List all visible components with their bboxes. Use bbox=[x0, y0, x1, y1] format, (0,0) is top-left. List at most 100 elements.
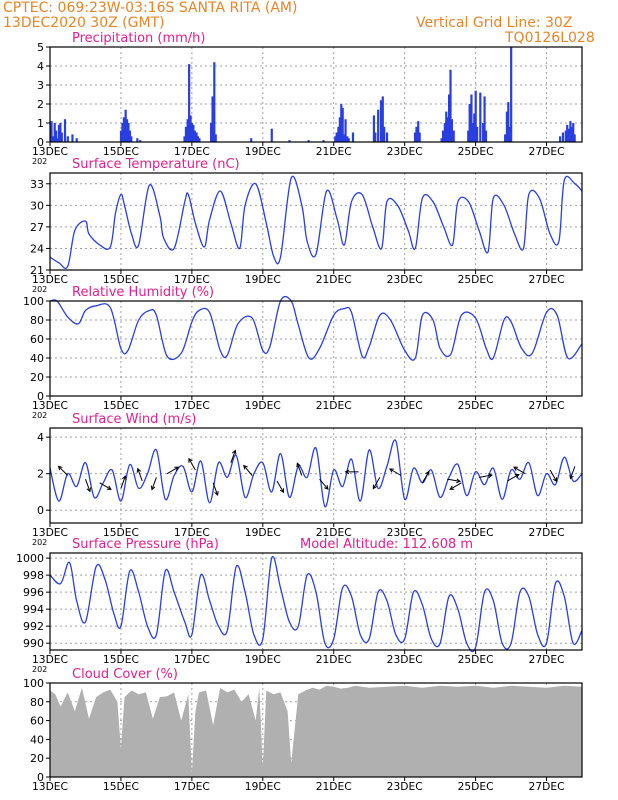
precip-bar bbox=[440, 138, 443, 142]
cloud-xtick-label: 21DEC bbox=[316, 780, 352, 793]
wind-arrow bbox=[99, 482, 112, 490]
precip-bar bbox=[57, 124, 61, 142]
wind-xtick-label: 13DEC bbox=[32, 526, 68, 539]
wind-arrow-head bbox=[323, 485, 329, 490]
precip-bar bbox=[473, 113, 476, 142]
cloud-ytick-label: 20 bbox=[30, 752, 44, 765]
wind-arrow bbox=[319, 478, 329, 490]
rh-panel bbox=[46, 295, 583, 400]
wind-arrow-head bbox=[188, 457, 193, 463]
precip-xtick-label: 15DEC bbox=[103, 145, 139, 158]
precip-bar bbox=[66, 136, 69, 142]
date-header: 13DEC2020 30Z (GMT) bbox=[3, 15, 165, 31]
temp-title: Surface Temperature (nC) bbox=[72, 157, 240, 172]
precip-bar bbox=[482, 123, 485, 142]
pres-frame bbox=[49, 552, 583, 651]
wind-xtick-label: 23DEC bbox=[387, 526, 423, 539]
precip-bar bbox=[504, 134, 507, 142]
wind-arrow-head bbox=[150, 485, 156, 491]
pres-xtick-label: 17DEC bbox=[174, 653, 210, 666]
model-code-label: TQ0126L028 bbox=[505, 30, 595, 46]
precip-ytick-label: 5 bbox=[37, 41, 44, 54]
precip-bar bbox=[270, 128, 273, 142]
precip-bar bbox=[505, 111, 509, 142]
precip-bar bbox=[184, 126, 188, 142]
precip-bar bbox=[338, 117, 341, 142]
wind-arrow-head bbox=[456, 478, 462, 484]
precip-bar bbox=[124, 109, 127, 142]
precip-xtick-label: 17DEC bbox=[174, 145, 210, 158]
pres-xtick-label: 27DEC bbox=[529, 653, 565, 666]
precip-bar bbox=[122, 117, 125, 142]
precip-bar bbox=[452, 130, 455, 142]
precip-bar bbox=[467, 130, 470, 142]
wind-arrow-head bbox=[57, 465, 63, 471]
precip-bar bbox=[567, 128, 571, 142]
precip-bar bbox=[448, 94, 451, 142]
temp-xtick-label: 27DEC bbox=[529, 273, 565, 286]
precip-frame bbox=[49, 46, 583, 143]
precip-bar bbox=[372, 115, 376, 142]
rh-xtick-label: 27DEC bbox=[529, 399, 565, 412]
precip-bar bbox=[484, 130, 488, 142]
pres-annotation: Model Altitude: 112.608 m bbox=[300, 537, 473, 552]
precip-bar bbox=[441, 130, 445, 142]
wind-arrow bbox=[549, 469, 558, 482]
precip-bar bbox=[351, 132, 355, 142]
temp-ytick-label: 30 bbox=[30, 199, 44, 212]
wind-arrow-head bbox=[344, 469, 350, 475]
pres-ytick-label: 992 bbox=[23, 620, 44, 633]
wind-arrow bbox=[84, 478, 91, 492]
cloud-xtick-label: 19DEC bbox=[245, 780, 281, 793]
cloud-ytick-label: 100 bbox=[23, 677, 44, 690]
precip-bar bbox=[214, 134, 217, 142]
wind-arrow bbox=[230, 450, 236, 463]
precip-bar bbox=[127, 123, 130, 142]
precip-year-label: 202 bbox=[32, 157, 47, 166]
wind-arrow-head bbox=[243, 464, 248, 470]
precip-bar bbox=[139, 140, 142, 142]
precip-title: Precipitation (mm/h) bbox=[72, 31, 205, 46]
cloud-title: Cloud Cover (%) bbox=[72, 667, 178, 682]
rh-ytick-label: 60 bbox=[30, 333, 44, 346]
wind-arrow-head bbox=[487, 473, 493, 478]
precip-bar bbox=[51, 136, 55, 142]
temp-xtick-label: 19DEC bbox=[245, 273, 281, 286]
wind-arrow bbox=[569, 466, 576, 479]
precip-bar bbox=[570, 126, 573, 142]
pres-ytick-label: 996 bbox=[23, 586, 44, 599]
precip-bar bbox=[559, 136, 562, 142]
precip-bar bbox=[468, 104, 471, 142]
wind-line bbox=[49, 439, 583, 508]
precip-bar bbox=[340, 104, 343, 142]
precip-bar bbox=[337, 126, 340, 142]
cloud-ytick-label: 0 bbox=[37, 771, 44, 784]
wind-title: Surface Wind (m/s) bbox=[72, 412, 196, 427]
rh-xtick-label: 23DEC bbox=[387, 399, 423, 412]
precip-bar bbox=[415, 126, 418, 142]
precip-bar bbox=[379, 100, 383, 142]
precip-bar bbox=[450, 119, 454, 142]
wind-arrow bbox=[421, 471, 430, 484]
precip-bar bbox=[344, 119, 347, 142]
precip-bar bbox=[347, 138, 350, 142]
wind-arrow-head bbox=[214, 490, 219, 497]
temp-ytick-label: 27 bbox=[30, 221, 44, 234]
precip-bar bbox=[75, 138, 78, 142]
precip-xtick-label: 19DEC bbox=[245, 145, 281, 158]
precip-bar bbox=[446, 117, 449, 142]
precip-bar bbox=[183, 136, 186, 142]
precip-bar bbox=[121, 123, 124, 142]
wind-arrow bbox=[449, 482, 462, 490]
cloud-frame bbox=[49, 682, 583, 778]
precip-xtick-label: 25DEC bbox=[458, 145, 494, 158]
precip-bar bbox=[125, 119, 129, 142]
pres-line bbox=[49, 555, 583, 653]
precip-bar bbox=[192, 124, 195, 142]
precip-bar bbox=[196, 136, 200, 142]
precip-bar bbox=[507, 102, 510, 142]
temp-xtick-label: 15DEC bbox=[103, 273, 139, 286]
pres-xtick-label: 25DEC bbox=[458, 653, 494, 666]
wind-arrow bbox=[513, 466, 526, 475]
wind-arrow-head bbox=[372, 484, 378, 490]
